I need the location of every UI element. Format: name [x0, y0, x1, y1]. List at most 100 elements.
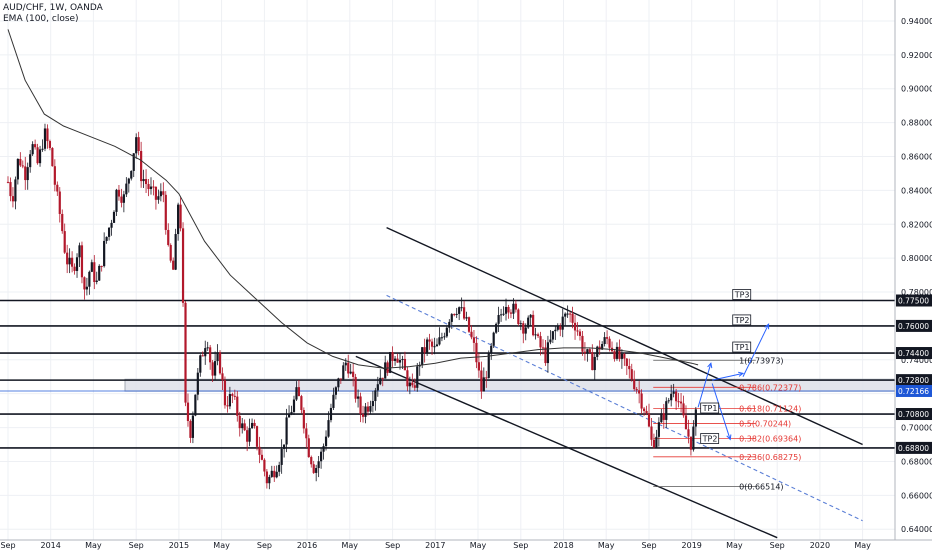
candle-body	[263, 459, 266, 472]
price-badge	[896, 374, 932, 387]
candle-body	[359, 396, 362, 415]
candle-body	[26, 167, 29, 181]
time-axis-tick: Sep	[257, 541, 272, 550]
candle-body	[534, 334, 537, 336]
candle-body	[507, 306, 510, 313]
candle-body	[475, 342, 478, 363]
candle-body	[463, 307, 466, 319]
price-badge	[896, 294, 932, 307]
ema-line	[7, 29, 699, 369]
candle-body	[450, 314, 453, 322]
candle-body	[231, 394, 234, 396]
candle-body	[317, 461, 320, 469]
candle-body	[630, 369, 633, 380]
candle-body	[278, 464, 281, 472]
time-axis-tick: May	[213, 541, 230, 550]
price-axis-tick: 0.92000	[901, 51, 932, 60]
candle-body	[246, 430, 249, 442]
tp-tag-label: TP1	[702, 404, 718, 413]
candle-body	[613, 351, 616, 359]
candle-body	[6, 181, 10, 183]
candle-body	[569, 313, 572, 315]
candle-body	[41, 148, 44, 150]
time-axis-tick: May	[598, 541, 615, 550]
time-axis-tick: Sep	[641, 541, 656, 550]
candle-body	[364, 406, 367, 417]
candle-body	[199, 355, 202, 373]
candle-body	[85, 286, 88, 290]
candle-body	[157, 196, 160, 200]
candle-body	[640, 393, 643, 409]
candle-body	[421, 347, 424, 365]
candle-body	[117, 189, 121, 197]
fib-level-label: 0.5(0.70244)	[739, 419, 791, 428]
fib-level-label: 1(0.73973)	[739, 356, 783, 365]
candle-body	[628, 365, 631, 370]
candle-body	[11, 196, 15, 202]
tp-tag-box	[700, 433, 720, 444]
candle-body	[302, 410, 305, 429]
candle-body	[524, 327, 527, 334]
price-axis-tick: 0.88000	[901, 119, 932, 128]
candle-body	[243, 423, 246, 431]
channel-upper-line	[386, 227, 863, 446]
candle-body	[689, 436, 693, 450]
candle-body	[512, 303, 515, 314]
time-axis-tick: 2020	[810, 541, 830, 550]
candle-body	[391, 352, 394, 361]
candle-body	[445, 327, 448, 337]
time-axis-tick: May	[342, 541, 359, 550]
tp-tag-label: TP1	[734, 343, 750, 352]
candle-body	[638, 390, 641, 394]
time-axis-tick: Sep	[385, 541, 400, 550]
candle-body	[665, 401, 668, 420]
fib-level-label: 0.236(0.68275)	[739, 453, 801, 462]
candle-body	[107, 227, 111, 237]
candle-body	[21, 165, 24, 167]
candle-body	[662, 413, 665, 420]
candle-body	[280, 448, 283, 465]
candle-body	[250, 422, 254, 429]
candle-body	[142, 179, 145, 182]
candle-body	[389, 352, 392, 373]
candle-body	[53, 166, 56, 185]
candle-body	[226, 405, 229, 407]
candle-body	[149, 186, 153, 190]
candle-body	[426, 339, 429, 353]
price-axis-tick: 0.78000	[901, 288, 932, 297]
candle-body	[275, 471, 278, 478]
candle-body	[125, 183, 128, 195]
time-axis-tick: Sep	[770, 541, 785, 550]
candle-body	[297, 387, 301, 397]
candle-body	[374, 390, 377, 402]
candle-body	[95, 280, 98, 282]
candle-body	[204, 348, 207, 357]
candle-body	[598, 346, 601, 350]
candle-body	[61, 213, 64, 232]
candle-body	[679, 401, 683, 404]
candle-body	[19, 158, 22, 166]
candle-body	[283, 444, 286, 449]
candle-body	[566, 313, 569, 315]
projection-arrow-head	[737, 371, 745, 377]
projection-arrow-head	[707, 362, 713, 369]
candle-body	[398, 360, 402, 363]
candle-body	[191, 415, 195, 438]
candle-body	[608, 338, 611, 348]
price-axis-tick: 0.66000	[901, 491, 932, 500]
candle-body	[305, 428, 308, 439]
candle-body	[169, 245, 172, 261]
candle-body	[573, 322, 577, 331]
candle-body	[371, 401, 374, 407]
candle-body	[522, 323, 525, 334]
tp-tag-label: TP2	[702, 435, 718, 444]
candle-body	[384, 362, 387, 379]
candle-body	[43, 128, 47, 149]
candle-body	[645, 410, 648, 414]
candle-body	[194, 394, 197, 416]
candle-body	[625, 358, 628, 366]
candle-body	[588, 349, 591, 353]
candle-body	[221, 373, 224, 381]
candle-body	[184, 302, 187, 403]
